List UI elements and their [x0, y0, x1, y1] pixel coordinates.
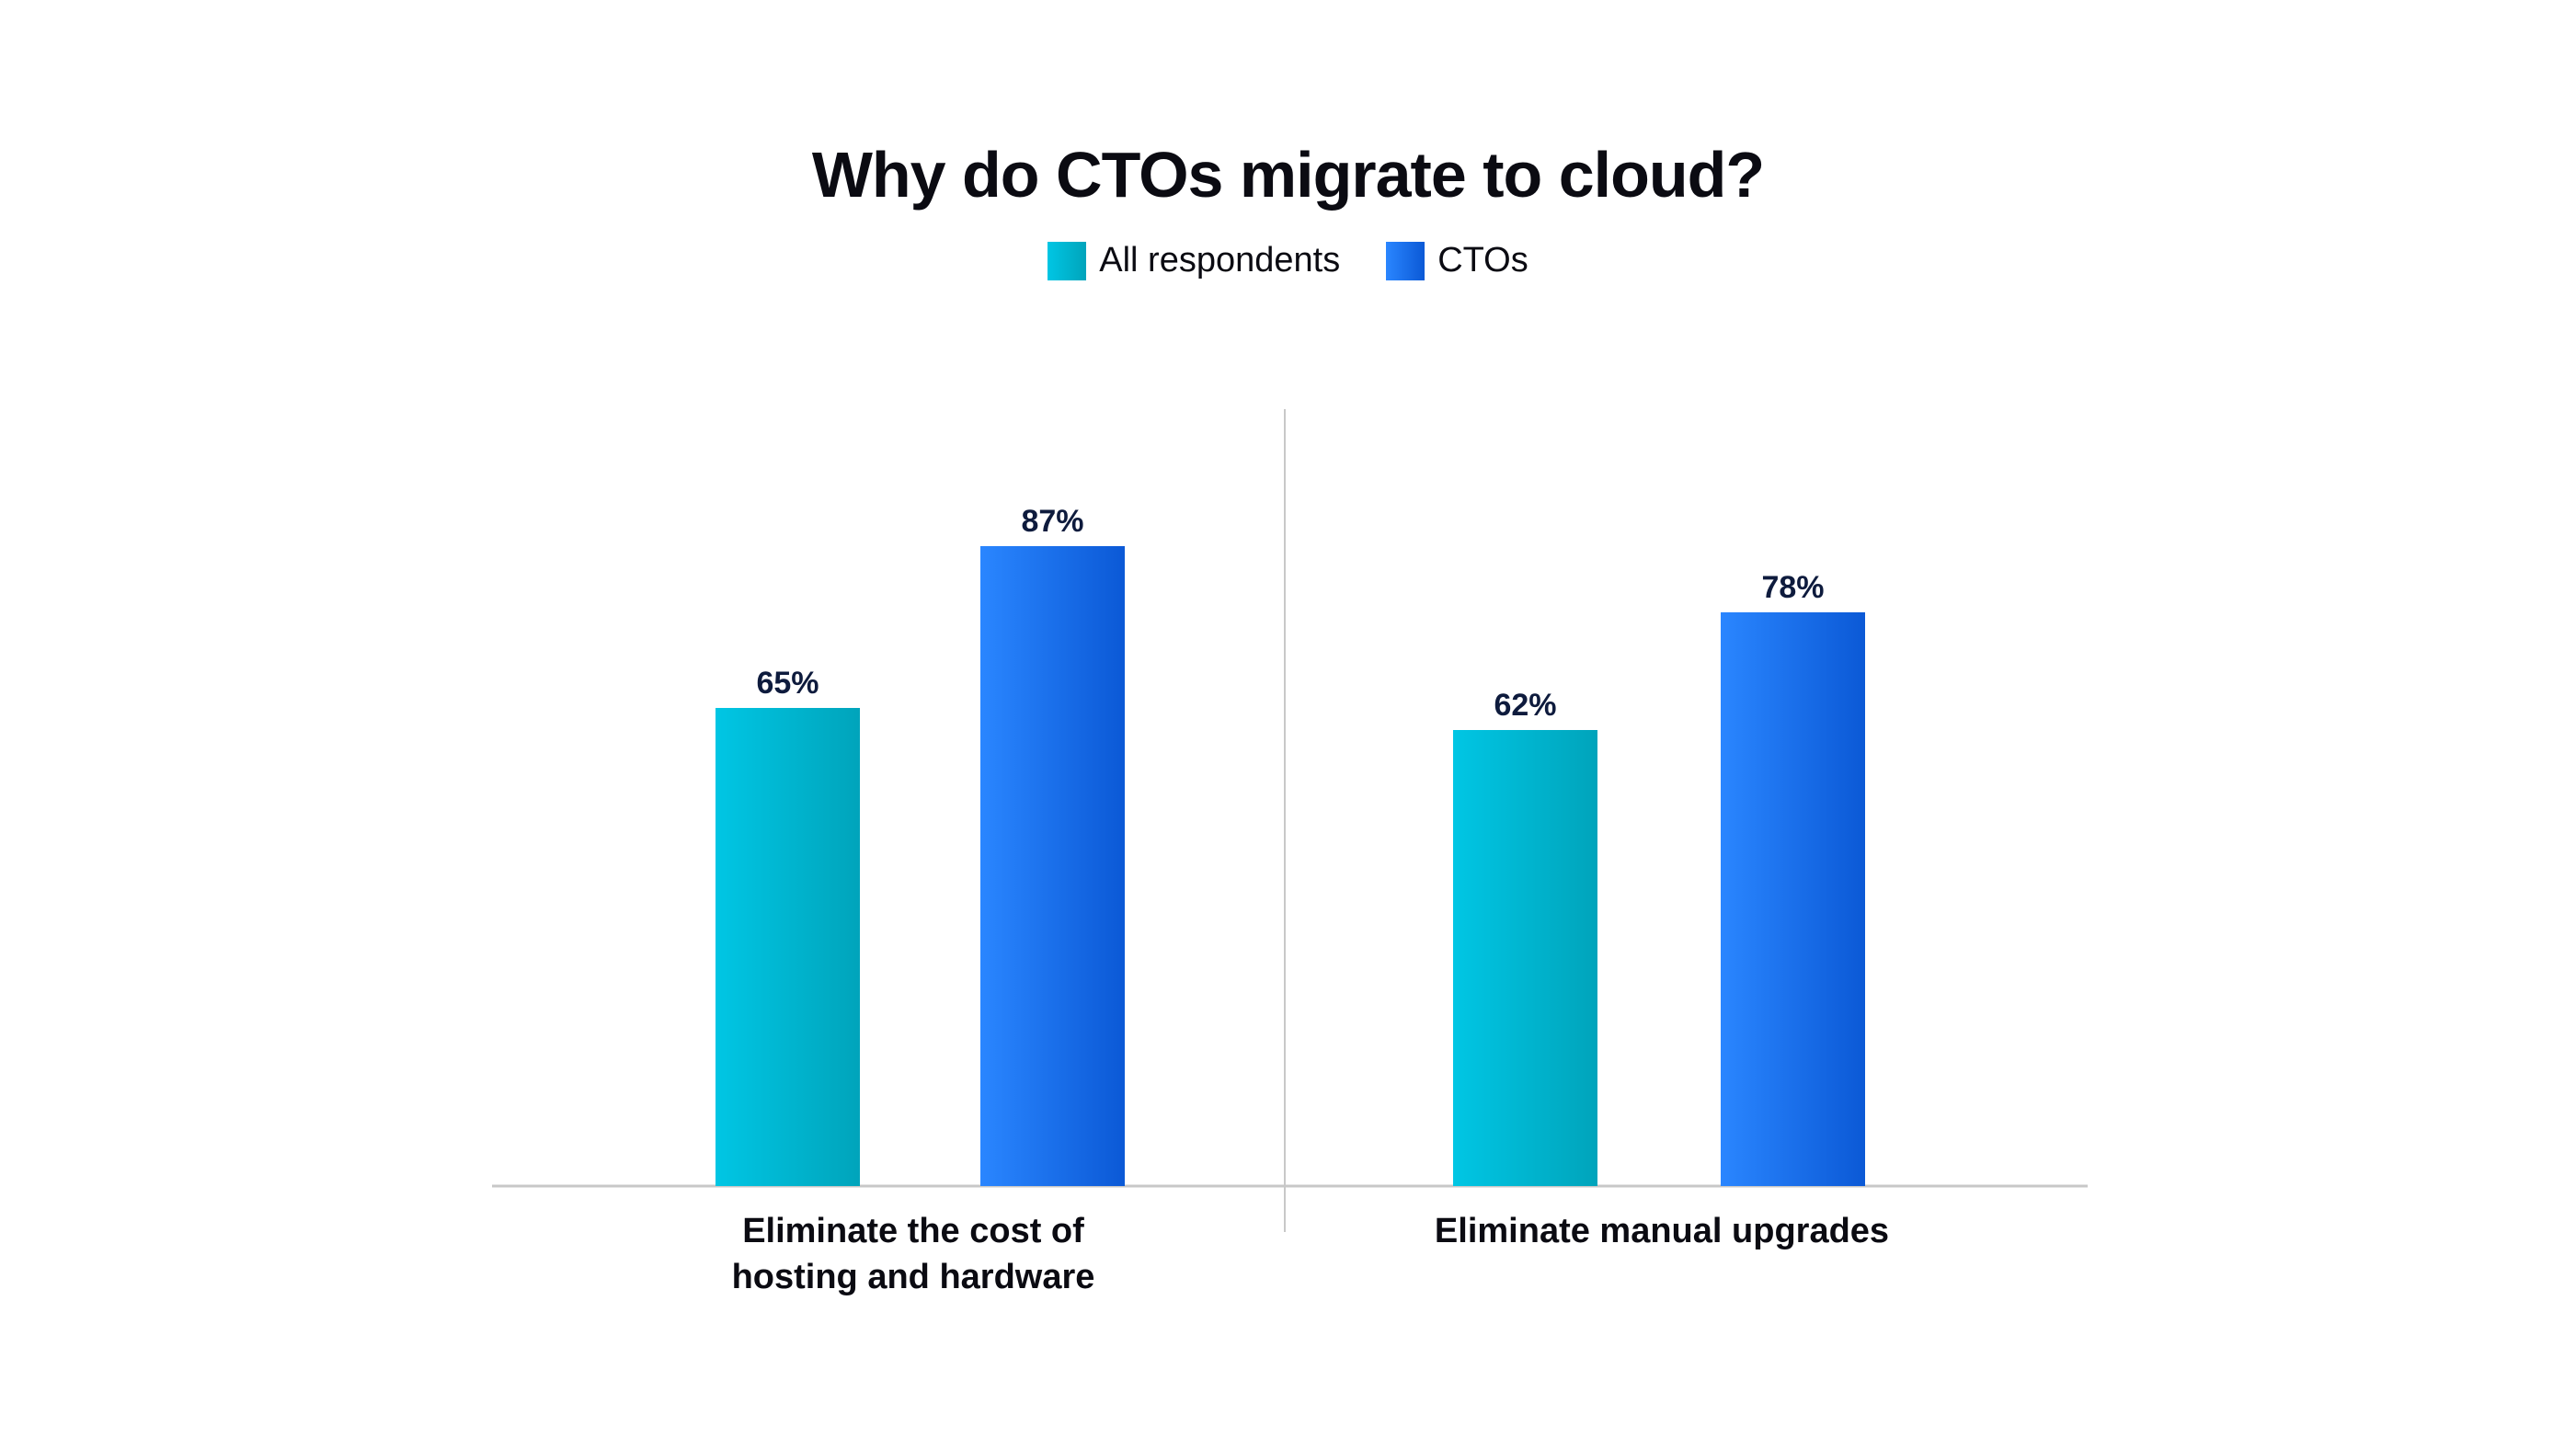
value-label-series-1-category-0: 87% — [1021, 504, 1083, 539]
bar-series-0-category-1 — [1453, 730, 1597, 1186]
category-label-0-line-1: hosting and hardware — [731, 1258, 1095, 1296]
category-label-1-line-0: Eliminate manual upgrades — [1434, 1212, 1890, 1250]
legend-label-all-respondents: All respondents — [1099, 241, 1341, 280]
value-label-series-0-category-0: 65% — [756, 666, 819, 701]
bar-series-1-category-1 — [1721, 612, 1865, 1186]
legend-item-all-respondents: All respondents — [1048, 241, 1340, 280]
legend-label-ctos: CTOs — [1437, 241, 1528, 280]
value-label-series-1-category-1: 78% — [1761, 570, 1824, 605]
bars-group: 65% 62% 87% 78% — [716, 504, 1865, 1186]
category-label-1: Eliminate manual upgrades — [1340, 1208, 1984, 1254]
legend-swatch-ctos — [1386, 241, 1425, 280]
bar-series-1-category-0 — [980, 546, 1125, 1186]
category-label-0: Eliminate the cost of hosting and hardwa… — [591, 1208, 1235, 1300]
legend: All respondents CTOs — [0, 241, 2576, 280]
chart-title: Why do CTOs migrate to cloud? — [811, 139, 1765, 211]
legend-swatch-all-respondents — [1048, 241, 1087, 280]
category-label-0-line-0: Eliminate the cost of — [742, 1212, 1084, 1250]
legend-item-ctos: CTOs — [1386, 241, 1528, 280]
bar-series-0-category-0 — [716, 708, 860, 1186]
value-label-series-0-category-1: 62% — [1494, 688, 1556, 723]
